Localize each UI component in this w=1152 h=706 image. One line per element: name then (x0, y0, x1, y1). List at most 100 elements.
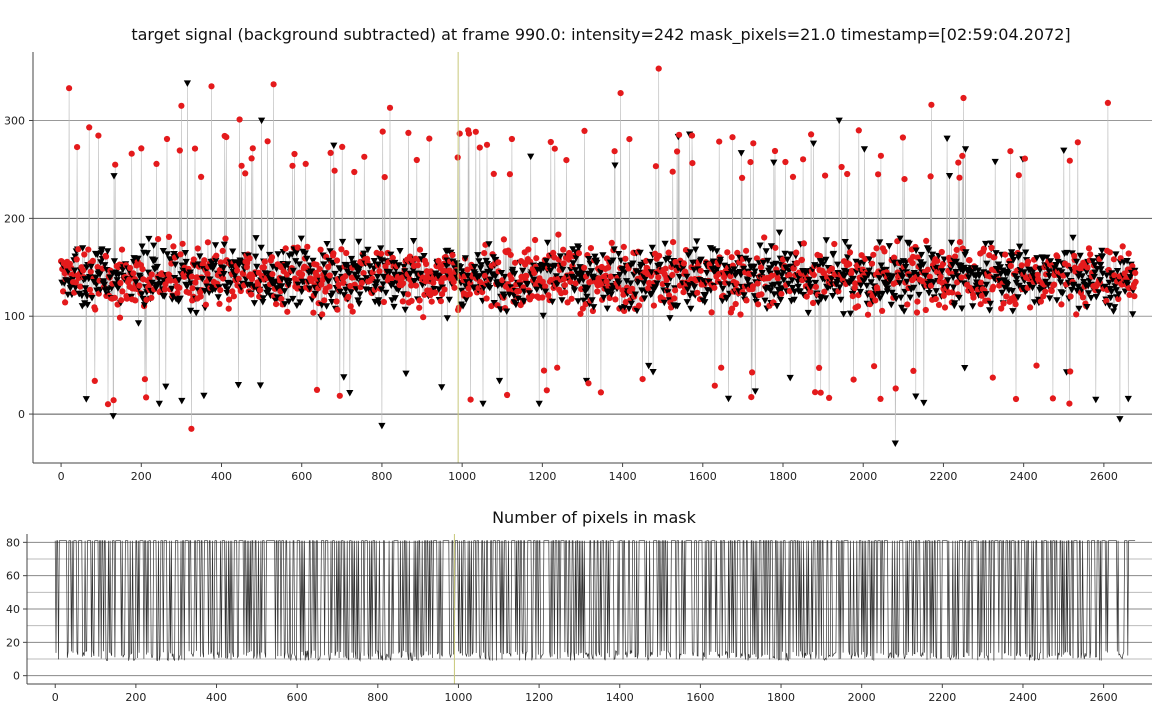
signal-point-circle (909, 260, 916, 267)
signal-point-triangle (709, 246, 717, 253)
signal-point-triangle (987, 240, 995, 247)
signal-point-circle (230, 293, 237, 300)
signal-point-triangle (355, 265, 364, 273)
signal-point-circle (192, 279, 199, 286)
signal-point-triangle (631, 291, 639, 298)
signal-point-circle (127, 264, 134, 272)
signal-point-triangle (406, 270, 414, 278)
signal-point-circle (572, 280, 579, 287)
signal-point-triangle (288, 251, 296, 258)
signal-point-triangle (214, 294, 222, 301)
signal-point-circle (909, 253, 917, 260)
signal-point-circle (413, 156, 420, 164)
signal-point-triangle (145, 235, 153, 243)
signal-point-triangle (742, 255, 750, 262)
signal-point-triangle (321, 270, 329, 277)
signal-point-triangle (354, 297, 362, 304)
signal-point-circle (955, 159, 962, 166)
signal-point-triangle (542, 288, 550, 296)
signal-point-triangle (809, 140, 818, 147)
signal-point-triangle (925, 247, 933, 254)
signal-point-triangle (325, 278, 333, 285)
signal-point-triangle (945, 173, 954, 180)
signal-point-circle (432, 289, 439, 296)
signal-point-triangle (1046, 258, 1055, 265)
signal-point-triangle (420, 253, 428, 260)
signal-point-circle (504, 391, 511, 399)
signal-point-triangle (645, 362, 653, 370)
signal-point-triangle (725, 281, 733, 288)
signal-point-circle (927, 282, 935, 289)
signal-point-triangle (585, 256, 593, 263)
signal-point-circle (75, 246, 82, 253)
signal-point-circle (790, 265, 797, 272)
signal-point-circle (376, 268, 383, 275)
signal-point-circle (532, 236, 539, 244)
signal-point-circle (789, 173, 797, 180)
signal-point-circle (670, 239, 677, 246)
signal-point-triangle (347, 255, 356, 263)
signal-point-triangle (737, 150, 745, 157)
signal-point-triangle (758, 270, 766, 277)
signal-point-circle (369, 275, 376, 282)
signal-point-triangle (78, 292, 86, 300)
signal-point-circle (639, 376, 646, 383)
signal-point-circle (816, 252, 824, 260)
signal-point-triangle (876, 295, 884, 302)
signal-point-triangle (477, 265, 485, 272)
signal-point-circle (261, 258, 268, 265)
signal-point-circle (342, 273, 349, 280)
mask-pixel-count-line (54, 540, 1136, 662)
signal-point-triangle (575, 278, 583, 285)
signal-point-circle (1085, 245, 1093, 252)
mask-y-tick-label: 80 (6, 536, 20, 549)
signal-point-triangle (329, 290, 337, 297)
signal-point-triangle (1123, 281, 1132, 288)
signal-point-circle (104, 401, 112, 408)
signal-point-circle (248, 275, 256, 283)
signal-point-circle (339, 143, 346, 150)
signal-point-circle (959, 152, 966, 159)
signal-point-circle (269, 271, 276, 278)
signal-point-triangle (991, 158, 999, 166)
signal-point-triangle (459, 303, 467, 310)
signal-point-circle (102, 253, 110, 260)
signal-point-circle (91, 377, 98, 384)
signal-point-triangle (353, 275, 361, 282)
signal-point-triangle (140, 302, 149, 309)
signal-x-tick-label: 2400 (1010, 470, 1038, 483)
signal-point-circle (952, 253, 959, 260)
signal-point-circle (602, 272, 609, 279)
signal-point-circle (543, 387, 550, 394)
signal-y-tick-label: 200 (4, 212, 25, 225)
signal-point-triangle (955, 294, 963, 302)
signal-point-triangle (986, 300, 994, 308)
signal-point-triangle (958, 305, 966, 312)
signal-point-triangle (530, 276, 538, 284)
signal-point-triangle (101, 262, 109, 269)
signal-point-circle (437, 298, 444, 305)
signal-point-triangle (912, 393, 920, 400)
signal-point-triangle (664, 289, 672, 296)
signal-point-circle (718, 364, 725, 371)
signal-point-triangle (1129, 311, 1137, 318)
signal-point-triangle (196, 253, 204, 260)
signal-point-circle (435, 257, 442, 264)
signal-point-triangle (556, 253, 564, 260)
signal-point-triangle (410, 238, 418, 245)
signal-x-tick-label: 600 (291, 470, 312, 483)
signal-point-triangle (155, 400, 163, 408)
signal-point-circle (450, 279, 457, 286)
signal-point-circle (855, 127, 862, 134)
signal-point-triangle (719, 285, 727, 293)
signal-point-circle (750, 140, 757, 147)
signal-point-triangle (571, 275, 579, 282)
signal-point-circle (922, 306, 929, 314)
signal-point-triangle (258, 117, 266, 125)
signal-x-tick-label: 1600 (689, 470, 717, 483)
signal-point-triangle (168, 285, 176, 293)
signal-point-triangle (1020, 269, 1028, 276)
signal-point-triangle (162, 383, 170, 391)
signal-point-circle (256, 287, 264, 294)
signal-point-circle (349, 308, 356, 315)
